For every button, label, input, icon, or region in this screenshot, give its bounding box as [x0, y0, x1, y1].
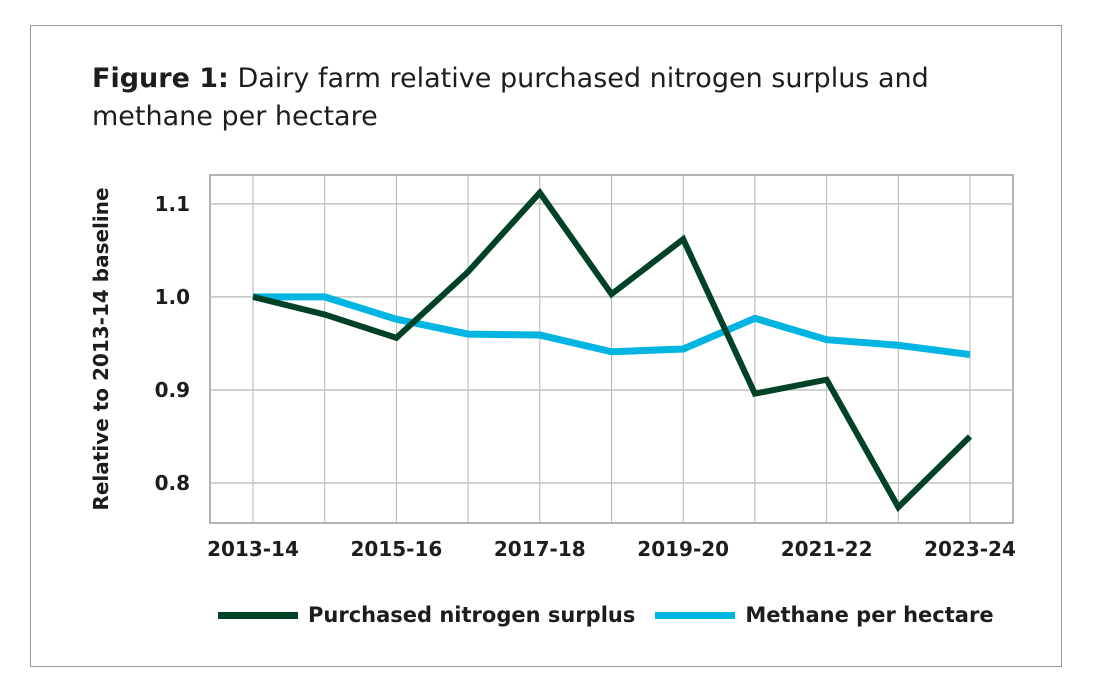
figure-frame	[30, 25, 1062, 667]
series-line-methane	[253, 293, 971, 359]
legend-item-nitrogen: Purchased nitrogen surplus	[218, 603, 635, 627]
x-tick-label: 2015-16	[351, 537, 443, 561]
legend-swatch-nitrogen	[218, 611, 298, 619]
series-line-nitrogen	[252, 187, 973, 513]
x-tick-label: 2017-18	[494, 537, 586, 561]
figure-label: Figure 1:	[92, 63, 229, 94]
legend-label-methane: Methane per hectare	[745, 603, 994, 627]
y-tick-label: 0.8	[155, 471, 190, 495]
x-tick-label: 2013-14	[207, 537, 299, 561]
title-text: Dairy farm relative purchased nitrogen s…	[92, 63, 929, 132]
legend-swatch-methane	[655, 611, 736, 619]
chart-title: Figure 1: Dairy farm relative purchased …	[92, 60, 972, 136]
y-tick-label: 1.0	[155, 285, 190, 309]
y-axis-label: Relative to 2013-14 baseline	[89, 187, 113, 510]
legend: Purchased nitrogen surplus Methane per h…	[218, 603, 1014, 627]
y-tick-label: 0.9	[155, 378, 190, 402]
x-tick-label: 2021-22	[781, 537, 873, 561]
legend-item-methane: Methane per hectare	[655, 603, 994, 627]
x-tick-label: 2023-24	[924, 537, 1016, 561]
legend-label-nitrogen: Purchased nitrogen surplus	[308, 603, 636, 627]
y-tick-label: 1.1	[155, 192, 190, 216]
x-tick-label: 2019-20	[637, 537, 729, 561]
